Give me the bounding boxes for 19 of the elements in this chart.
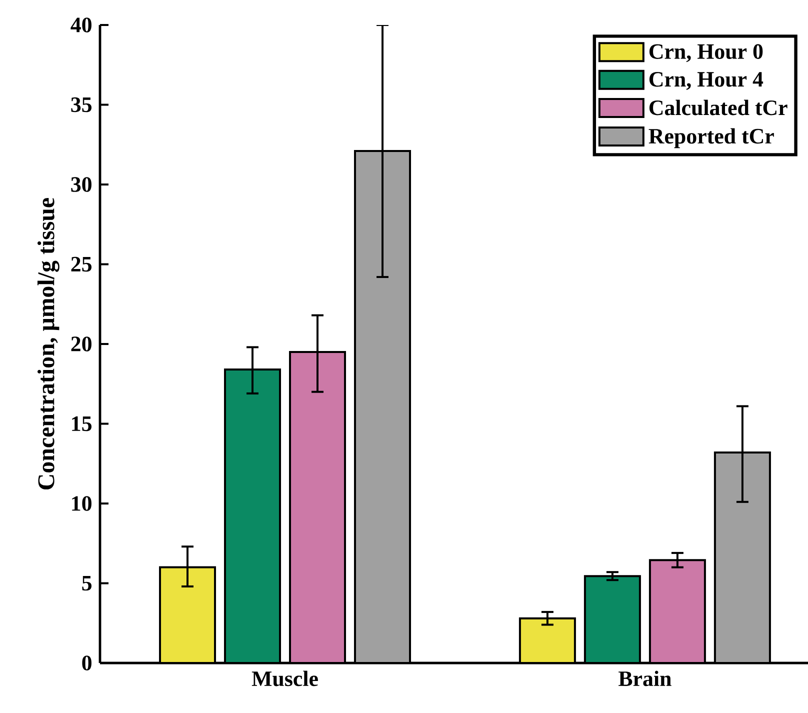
y-tick-label: 15 [72,416,92,432]
bar [648,559,706,663]
y-tick-label: 40 [70,18,92,32]
y-tick-label: 25 [71,256,92,272]
y-tick-label: 5 [82,576,92,591]
x-tick-label: Brain [618,670,672,686]
x-tick-label: Muscle [252,670,318,686]
y-tick-label: 35 [71,97,92,112]
legend-label: Reported tCr [648,128,774,148]
y-tick-label: 10 [72,496,92,511]
bar [584,575,641,663]
y-axis-title: Concentration, μmol/g tissue [38,198,60,490]
legend-label: Crn, Hour 4 [649,72,764,90]
y-tick-label: 20 [71,336,92,352]
bar [518,617,576,663]
y-tick-label: 30 [71,177,92,192]
legend-label: Crn, Hour 0 [649,44,763,62]
y-tick-label: 0 [82,656,92,670]
legend-label: Calculated tCr [649,100,788,116]
